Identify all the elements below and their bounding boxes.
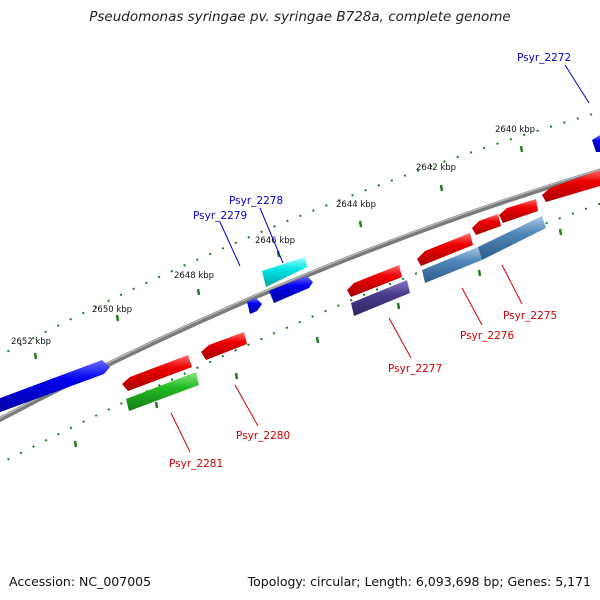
gene-arrow-psyr-2275[interactable]: [478, 216, 546, 260]
gene-arrow-psyr-2279[interactable]: [247, 298, 262, 314]
genome-info-text: Topology: circular; Length: 6,093,698 bp…: [247, 574, 591, 589]
gene-label-psyr-2281[interactable]: Psyr_2281: [169, 458, 223, 470]
kbp-label-2642: 2642 kbp: [416, 163, 456, 173]
inner-scale-ring: [0, 202, 600, 465]
kbp-label-2650: 2650 kbp: [92, 305, 132, 315]
gene-arrow-psyr-2272[interactable]: [592, 135, 600, 152]
gene-label-psyr-2280[interactable]: Psyr_2280: [236, 430, 290, 442]
gene-arrow-psyr-2278[interactable]: [262, 257, 307, 287]
gene-label-psyr-2279[interactable]: Psyr_2279: [193, 210, 247, 222]
gene-label-psyr-2278[interactable]: Psyr_2278: [229, 195, 283, 207]
accession-text: Accession: NC_007005: [9, 574, 152, 589]
gene-arrow-psyr-2281[interactable]: [126, 372, 199, 411]
kbp-label-2648: 2648 kbp: [174, 271, 214, 281]
gene-label-psyr-2276[interactable]: Psyr_2276: [460, 330, 514, 342]
kbp-label-2646: 2646 kbp: [255, 236, 295, 246]
inner-major-ticks: [73, 228, 563, 448]
gene-arrow-forward-small[interactable]: [269, 276, 313, 303]
gene-arrow-reverse-2[interactable]: [347, 265, 402, 297]
gene-arrow-psyr-2277[interactable]: [351, 280, 410, 316]
genome-backbone: [0, 168, 600, 423]
gene-label-psyr-2277[interactable]: Psyr_2277: [388, 363, 442, 375]
gene-arrow-forward-long[interactable]: [0, 360, 110, 414]
genome-title: Pseudomonas syringae pv. syringae B728a,…: [89, 9, 511, 25]
gene-arrow-reverse-3[interactable]: [417, 233, 473, 266]
kbp-label-2652: 2652 kbp: [11, 337, 51, 347]
gene-arrow-psyr-2276[interactable]: [422, 247, 482, 283]
label-leader-lines: [170, 64, 590, 453]
gene-arrow-psyr-2280-region[interactable]: [201, 332, 247, 360]
kbp-label-2640: 2640 kbp: [495, 125, 535, 135]
gene-arrow-reverse-1[interactable]: [122, 355, 192, 391]
gene-arrow-reverse-4[interactable]: [472, 214, 501, 235]
gene-label-psyr-2275[interactable]: Psyr_2275: [503, 310, 557, 322]
genome-backbone-highlight: [0, 168, 600, 419]
gene-arrow-reverse-5[interactable]: [499, 199, 538, 223]
kbp-label-2644: 2644 kbp: [336, 200, 376, 210]
gene-arrow-reverse-6[interactable]: [542, 170, 600, 202]
gene-label-psyr-2272[interactable]: Psyr_2272: [517, 52, 571, 64]
